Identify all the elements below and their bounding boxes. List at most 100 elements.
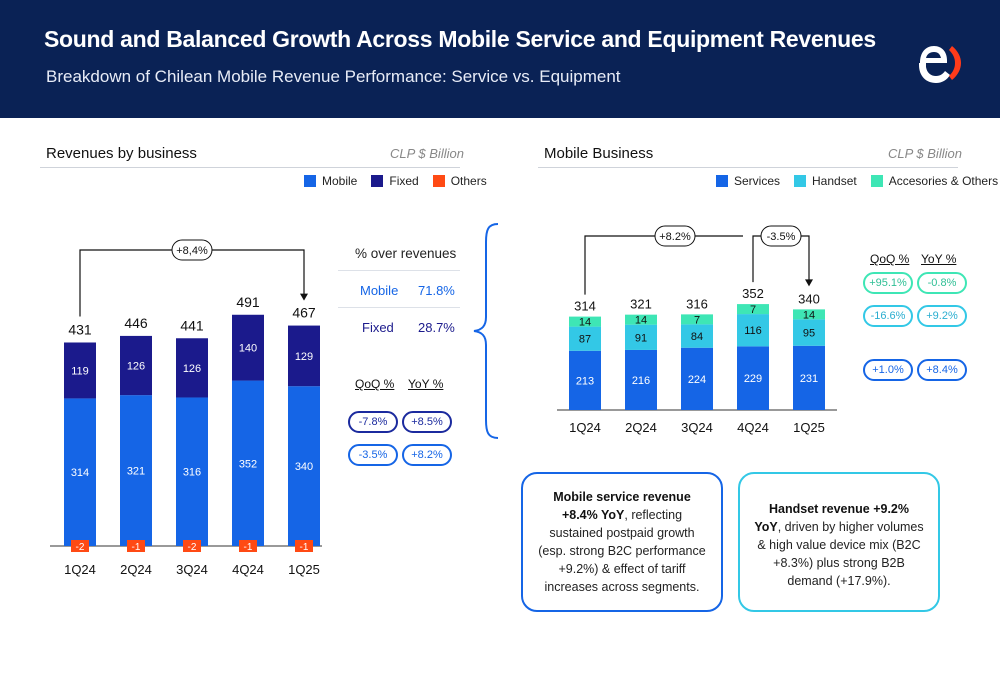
share-rule-1: [338, 270, 460, 271]
total-label-1q24: 431: [68, 321, 92, 337]
right-panel-title: Mobile Business: [544, 145, 654, 162]
bar-others-4q24: [239, 540, 257, 552]
bar-fixed-3q24: [176, 338, 208, 398]
x-tick-3q24: 3Q24: [176, 562, 208, 577]
bar-label-handset-1q25: 95: [803, 328, 815, 340]
bar-label-handset-2q24: 91: [635, 332, 647, 344]
x-tick-3q24: 3Q24: [681, 420, 713, 435]
bar-label-handset-4q24: 116: [744, 325, 762, 337]
bar-label-accesories-others-1q25: 14: [803, 309, 815, 321]
right-yoy-accessories-pill: -0.8%: [917, 272, 967, 294]
bar-label-mobile-1q24: 314: [71, 467, 89, 479]
right-qoq-services-pill: +1.0%: [863, 359, 913, 381]
left-yoy-fixed-pill: +8.5%: [402, 411, 452, 433]
bar-fixed-1q24: [64, 342, 96, 399]
x-tick-4q24: 4Q24: [232, 562, 264, 577]
bar-label-services-2q24: 216: [632, 375, 650, 387]
bar-fixed-4q24: [232, 314, 264, 381]
x-tick-2q24: 2Q24: [120, 562, 152, 577]
left-panel-title: Revenues by business: [46, 145, 197, 162]
bar-mobile-2q24: [120, 395, 152, 546]
left-qoq-header: QoQ %: [355, 377, 395, 391]
revenues-by-business-chart: 314 119 431 -2 1Q24 321 126 446 -1 2Q24 316 126 441 -…: [50, 239, 322, 577]
qoq-growth-pill-label: -3.5%: [767, 231, 796, 243]
bar-label-accesories-others-3q24: 7: [694, 314, 700, 326]
bar-mobile-1q25: [288, 386, 320, 546]
x-tick-4q24: 4Q24: [737, 420, 769, 435]
total-label-1q24: 314: [574, 299, 596, 314]
x-tick-1q25: 1Q25: [288, 562, 320, 577]
bar-accesories-others-3q24: [681, 314, 713, 325]
bar-accesories-others-2q24: [625, 314, 657, 325]
header-banner: Sound and Balanced Growth Across Mobile …: [0, 0, 1000, 118]
share-fixed-value: 28.7%: [418, 320, 455, 335]
bar-others-1q24: [71, 540, 89, 552]
bar-fixed-1q25: [288, 325, 320, 387]
bar-label-services-1q25: 231: [800, 373, 818, 385]
left-yoy-mobile-pill: +8.2%: [402, 444, 452, 466]
bar-label-fixed-1q24: 119: [71, 365, 89, 377]
total-label-4q24: 491: [236, 294, 260, 310]
page-title: Sound and Balanced Growth Across Mobile …: [44, 26, 876, 52]
bar-services-1q25: [793, 345, 825, 410]
bar-label-fixed-3q24: 126: [183, 363, 201, 375]
bar-handset-3q24: [681, 324, 713, 348]
left-qoq-fixed-pill: -7.8%: [348, 411, 398, 433]
total-label-2q24: 321: [630, 297, 652, 312]
right-panel-rule: [538, 167, 958, 168]
bar-others-2q24: [127, 540, 145, 552]
right-panel-unit: CLP $ Billion: [888, 146, 962, 161]
bar-label-services-3q24: 224: [688, 374, 706, 386]
left-legend: Mobile Fixed Others: [290, 174, 487, 188]
brace-connector: [473, 223, 499, 439]
bar-label-mobile-2q24: 321: [127, 466, 145, 478]
bar-services-3q24: [681, 347, 713, 410]
left-yoy-header: YoY %: [408, 377, 444, 391]
total-label-1q25: 467: [292, 305, 316, 321]
bar-handset-1q25: [793, 319, 825, 346]
mobile-service-callout-bold: Mobile service revenue +8.4% YoY: [553, 490, 691, 522]
bar-label-handset-3q24: 84: [691, 331, 703, 343]
x-tick-1q25: 1Q25: [793, 420, 825, 435]
legend-handset: Handset: [794, 174, 857, 188]
bar-services-1q24: [569, 350, 601, 410]
bar-label-others-1q24: -2: [76, 542, 85, 553]
growth-pill-label: +8,4%: [176, 245, 208, 257]
x-tick-1q24: 1Q24: [64, 562, 96, 577]
bar-label-services-4q24: 229: [744, 373, 762, 385]
bar-label-mobile-1q25: 340: [295, 461, 313, 473]
bar-label-fixed-1q25: 129: [295, 351, 313, 363]
share-rule-2: [338, 307, 460, 308]
page-subtitle: Breakdown of Chilean Mobile Revenue Perf…: [46, 67, 621, 86]
share-mobile-label: Mobile: [360, 283, 399, 298]
mobile-service-callout-text: , reflecting sustained postpaid growth (…: [538, 508, 706, 594]
legend-fixed: Fixed: [371, 174, 419, 188]
bar-handset-2q24: [625, 324, 657, 350]
mobile-service-callout: Mobile service revenue +8.4% YoY, reflec…: [521, 472, 723, 612]
bar-label-others-2q24: -1: [132, 542, 141, 553]
right-qoq-accessories-pill: +95.1%: [863, 272, 913, 294]
growth-pill: [171, 239, 213, 261]
bar-label-accesories-others-4q24: 7: [750, 304, 756, 316]
bar-handset-4q24: [737, 314, 769, 347]
bar-label-mobile-4q24: 352: [239, 458, 257, 470]
bar-accesories-others-4q24: [737, 304, 769, 315]
right-qoq-header: QoQ %: [870, 252, 910, 266]
share-mobile-value: 71.8%: [418, 283, 455, 298]
bar-mobile-3q24: [176, 397, 208, 546]
bar-label-accesories-others-2q24: 14: [635, 315, 647, 327]
bar-label-handset-1q24: 87: [579, 334, 591, 346]
right-legend: Services Handset Accesories & Others: [702, 174, 998, 188]
bar-label-others-1q25: -1: [300, 542, 309, 553]
bar-services-2q24: [625, 349, 657, 410]
legend-services: Services: [716, 174, 780, 188]
left-qoq-mobile-pill: -3.5%: [348, 444, 398, 466]
legend-mobile: Mobile: [304, 174, 357, 188]
share-fixed-label: Fixed: [362, 320, 394, 335]
total-label-4q24: 352: [742, 286, 764, 301]
bar-others-3q24: [183, 540, 201, 552]
bar-services-4q24: [737, 346, 769, 410]
left-panel-rule: [40, 167, 460, 168]
total-label-3q24: 316: [686, 296, 708, 311]
bar-label-services-1q24: 213: [576, 375, 594, 387]
